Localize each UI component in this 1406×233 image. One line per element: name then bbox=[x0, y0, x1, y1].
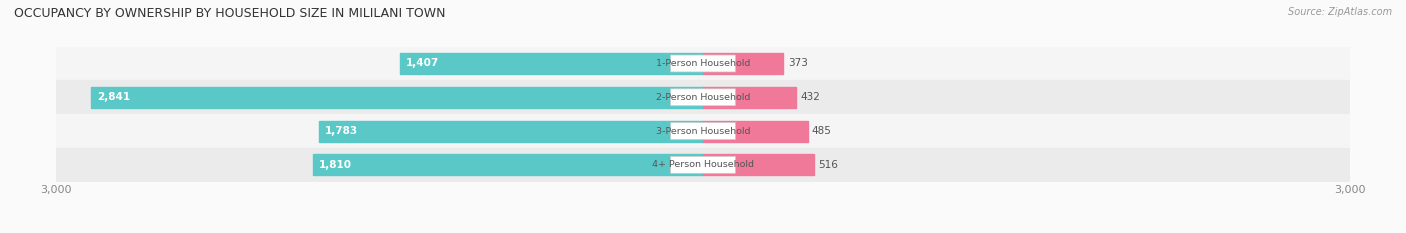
Bar bbox=[703, 53, 783, 74]
FancyBboxPatch shape bbox=[671, 89, 735, 106]
Bar bbox=[319, 121, 703, 141]
Text: 4+ Person Household: 4+ Person Household bbox=[652, 160, 754, 169]
Bar bbox=[703, 121, 807, 141]
Text: 373: 373 bbox=[787, 58, 807, 69]
FancyBboxPatch shape bbox=[671, 55, 735, 72]
FancyBboxPatch shape bbox=[671, 123, 735, 140]
Text: 432: 432 bbox=[800, 92, 820, 102]
Bar bbox=[312, 154, 703, 175]
Text: Source: ZipAtlas.com: Source: ZipAtlas.com bbox=[1288, 7, 1392, 17]
Text: 1,810: 1,810 bbox=[319, 160, 353, 170]
Text: 1-Person Household: 1-Person Household bbox=[655, 59, 751, 68]
Text: OCCUPANCY BY OWNERSHIP BY HOUSEHOLD SIZE IN MILILANI TOWN: OCCUPANCY BY OWNERSHIP BY HOUSEHOLD SIZE… bbox=[14, 7, 446, 20]
Bar bbox=[56, 80, 1350, 114]
Bar bbox=[703, 154, 814, 175]
Text: 1,407: 1,407 bbox=[406, 58, 440, 69]
Text: 1,783: 1,783 bbox=[325, 126, 359, 136]
Bar bbox=[56, 114, 1350, 148]
Text: 2,841: 2,841 bbox=[97, 92, 131, 102]
Text: 2-Person Household: 2-Person Household bbox=[655, 93, 751, 102]
Text: 516: 516 bbox=[818, 160, 838, 170]
FancyBboxPatch shape bbox=[671, 156, 735, 173]
Text: 3-Person Household: 3-Person Household bbox=[655, 127, 751, 136]
Text: 485: 485 bbox=[811, 126, 832, 136]
Bar bbox=[703, 87, 796, 108]
Bar bbox=[399, 53, 703, 74]
Bar bbox=[56, 47, 1350, 80]
Bar bbox=[56, 148, 1350, 182]
Bar bbox=[90, 87, 703, 108]
